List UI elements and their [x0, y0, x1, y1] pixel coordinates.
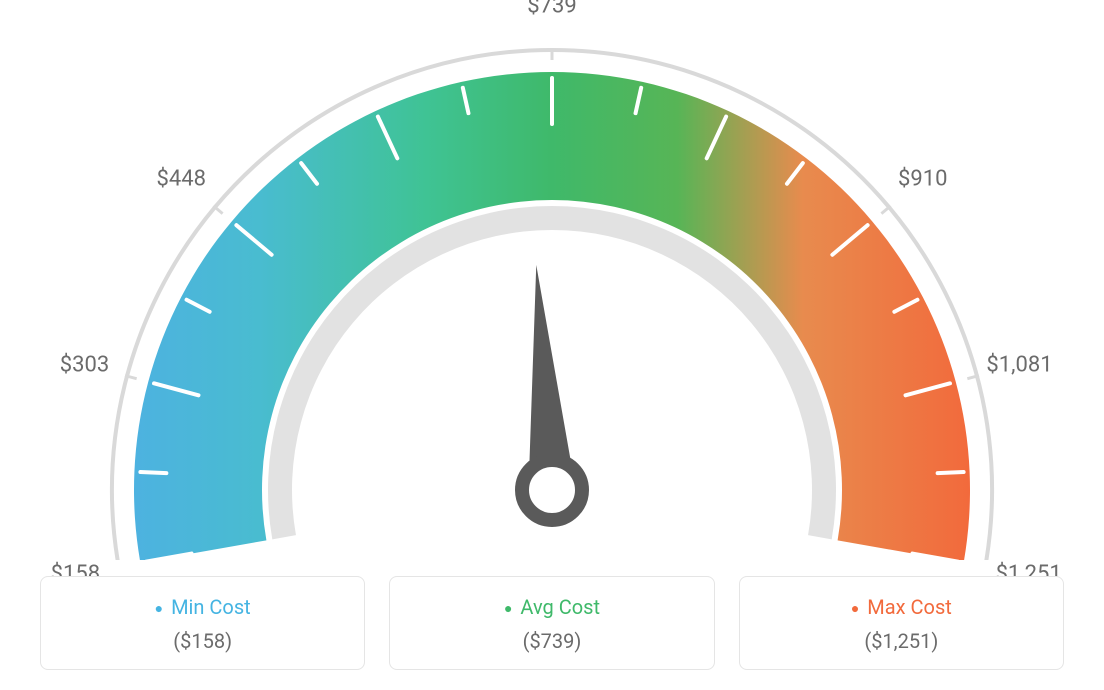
gauge-tick-label: $303: [60, 352, 109, 377]
cost-gauge: $158$303$448$739$910$1,081$1,251: [0, 0, 1104, 560]
legend-max-value: ($1,251): [752, 629, 1051, 653]
legend-card-avg: Avg Cost ($739): [389, 576, 714, 670]
gauge-tick-label: $739: [527, 0, 576, 19]
legend-card-min: Min Cost ($158): [40, 576, 365, 670]
legend-min-label: Min Cost: [53, 595, 352, 619]
legend-max-label: Max Cost: [752, 595, 1051, 619]
legend-min-value: ($158): [53, 629, 352, 653]
legend-row: Min Cost ($158) Avg Cost ($739) Max Cost…: [40, 576, 1064, 670]
legend-avg-label: Avg Cost: [402, 595, 701, 619]
legend-avg-value: ($739): [402, 629, 701, 653]
gauge-tick-label: $910: [898, 166, 947, 191]
gauge-tick-label: $1,081: [986, 352, 1052, 377]
gauge-tick-label: $448: [157, 166, 206, 191]
gauge-svg: [0, 0, 1104, 560]
legend-card-max: Max Cost ($1,251): [739, 576, 1064, 670]
